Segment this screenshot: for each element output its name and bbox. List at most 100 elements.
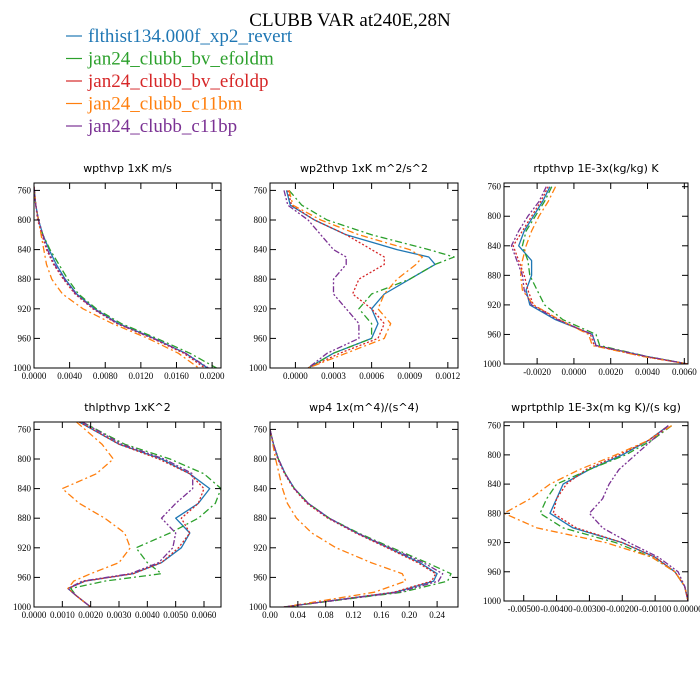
legend-item: jan24_clubb_bv_efoldp	[66, 71, 268, 92]
series-line	[34, 186, 208, 368]
y-tick-label: 800	[254, 215, 268, 225]
series-line	[34, 186, 206, 368]
series-line	[504, 425, 688, 601]
y-tick-label: 1000	[249, 363, 268, 373]
y-tick-label: 880	[254, 274, 268, 284]
x-tick-label: 0.00000	[673, 604, 700, 614]
legend-label: jan24_clubb_bv_efoldm	[87, 49, 274, 70]
chart-panel: wp4 1x(m^4)/(s^4)76080084088092096010000…	[249, 401, 459, 620]
panels: wpthvp 1xK m/s76080084088092096010000.00…	[13, 162, 700, 620]
y-tick-label: 1000	[13, 602, 32, 612]
x-tick-label: 0.0040	[57, 371, 82, 381]
x-tick-label: 0.0120	[128, 371, 153, 381]
x-tick-label: -0.00500	[508, 604, 541, 614]
x-tick-label: 0.0006	[359, 371, 384, 381]
y-tick-label: 920	[488, 300, 502, 310]
y-tick-label: 840	[488, 241, 502, 251]
y-tick-label: 840	[254, 245, 268, 255]
x-tick-label: -0.0020	[523, 367, 551, 377]
x-tick-label: -0.00300	[573, 604, 606, 614]
y-tick-label: 760	[18, 424, 32, 434]
y-tick-label: 920	[18, 543, 32, 553]
y-tick-label: 880	[488, 270, 502, 280]
series-line	[270, 429, 438, 607]
plot-frame	[269, 182, 459, 369]
y-tick-label: 840	[254, 484, 268, 494]
y-tick-label: 1000	[13, 363, 32, 373]
series-line	[588, 425, 688, 601]
panel-title: wp4 1x(m^4)/(s^4)	[309, 401, 419, 414]
series-group	[283, 189, 455, 368]
x-tick-label: 0.08	[318, 610, 334, 620]
x-tick-label: 0.0040	[635, 367, 660, 377]
x-tick-label: 0.24	[429, 610, 445, 620]
x-tick-label: 0.0060	[192, 610, 217, 620]
series-line	[549, 425, 688, 601]
series-line	[270, 429, 407, 607]
y-tick-label: 1000	[249, 602, 268, 612]
y-tick-label: 760	[488, 182, 502, 192]
panel-title: rtpthvp 1E-3x(kg/kg) K	[533, 162, 659, 175]
x-tick-label: 0.0160	[164, 371, 189, 381]
legend-item: jan24_clubb_c11bp	[66, 116, 237, 137]
plot-frame	[503, 182, 689, 365]
x-tick-label: 0.20	[401, 610, 417, 620]
chart-panel: rtpthvp 1E-3x(kg/kg) K 760 800 840 880 920 960…	[483, 162, 697, 377]
x-tick-label: 0.0012	[435, 371, 460, 381]
y-tick-label: 800	[488, 211, 502, 221]
x-tick-label: 0.16	[374, 610, 390, 620]
y-tick-label: 800	[18, 215, 32, 225]
x-tick-label: 0.0020	[598, 367, 623, 377]
chart-panel: wpthvp 1xK m/s76080084088092096010000.00…	[13, 162, 225, 381]
series-group	[270, 429, 452, 607]
y-tick-label: 920	[18, 304, 32, 314]
series-line	[67, 422, 211, 607]
y-tick-label: 760	[18, 185, 32, 195]
x-tick-label: 0.0050	[163, 610, 188, 620]
chart-panel: wp2thvp 1xK m^2/s^2 760 800 840 880 920 960 100…	[249, 162, 460, 381]
series-line	[512, 186, 688, 364]
y-tick-label: 760	[488, 421, 502, 431]
legend-item: flthist134.000f_xp2_revert	[66, 26, 293, 47]
chart-panel: wprtpthlp 1E-3x(m kg K)/(s kg) 760 800 840 8…	[483, 401, 700, 614]
y-tick-label: 960	[18, 572, 32, 582]
panel-title: wp2thvp 1xK m^2/s^2	[300, 162, 428, 175]
legend-label: jan24_clubb_bv_efoldp	[87, 71, 268, 92]
y-tick-label: 800	[254, 454, 268, 464]
x-tick-label: 0.12	[346, 610, 362, 620]
series-line	[270, 429, 437, 607]
series-line	[539, 425, 688, 601]
chart-panel: thlpthvp 1xK^276080084088092096010000.00…	[13, 401, 222, 620]
series-line	[270, 429, 444, 607]
y-tick-label: 840	[18, 484, 32, 494]
x-tick-label: 0.0200	[200, 371, 225, 381]
x-tick-label: 0.00	[262, 610, 278, 620]
x-tick-label: 0.0000	[283, 371, 308, 381]
plot-frame	[33, 182, 222, 369]
panel-title: wpthvp 1xK m/s	[83, 162, 172, 175]
series-line	[288, 189, 455, 368]
x-tick-label: 0.0003	[321, 371, 346, 381]
figure-title: CLUBB VAR at240E,28N	[249, 10, 451, 31]
x-tick-label: -0.00200	[606, 604, 639, 614]
x-tick-label: -0.00100	[639, 604, 672, 614]
x-tick-label: 0.0000	[22, 371, 47, 381]
y-tick-label: 960	[488, 329, 502, 339]
y-tick-label: 920	[254, 543, 268, 553]
legend-item: jan24_clubb_c11bm	[66, 94, 243, 115]
x-tick-label: -0.00400	[540, 604, 573, 614]
x-tick-label: 0.0020	[78, 610, 103, 620]
plot-frame	[33, 421, 222, 608]
series-line	[283, 190, 360, 368]
series-line	[552, 425, 688, 601]
y-tick-label: 880	[18, 274, 32, 284]
x-tick-label: 0.0030	[107, 610, 132, 620]
x-tick-label: 0.0000	[22, 610, 47, 620]
y-tick-label: 880	[18, 513, 32, 523]
series-line	[288, 190, 424, 368]
y-tick-label: 840	[488, 479, 502, 489]
series-group	[61, 422, 221, 607]
series-line	[70, 422, 221, 607]
y-tick-label: 880	[488, 508, 502, 518]
